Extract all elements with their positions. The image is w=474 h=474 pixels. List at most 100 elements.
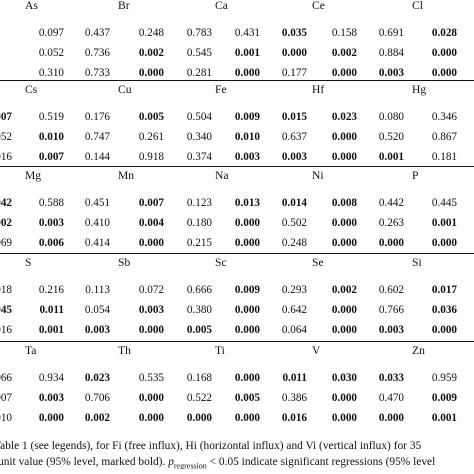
table-cell: 0.000	[431, 237, 457, 249]
table-cell: 0.000	[331, 67, 357, 79]
caption-text-b: < 0.05 indicate significant regressions …	[206, 456, 436, 468]
element-header: Sb	[118, 256, 131, 269]
table-cell: 0.000	[234, 412, 260, 424]
table-cell: 0.035	[281, 27, 307, 39]
table-cell: 0.002	[138, 47, 164, 59]
table-cell: 0.000	[331, 304, 357, 316]
table-cell: 0.013	[234, 197, 260, 209]
table-cell: 0.158	[331, 27, 357, 39]
table-cell: 0.011	[39, 304, 64, 316]
table-cell: 0.006	[38, 237, 64, 249]
table-cell: 0.504	[186, 111, 212, 123]
table-cell: 0.000	[234, 304, 260, 316]
table-cell: 0.113	[85, 284, 110, 296]
table-cell: 0.766	[378, 304, 404, 316]
table-cell: 0.080	[378, 111, 404, 123]
table-cell: 0.000	[234, 237, 260, 249]
table-cell: 0.023	[331, 111, 357, 123]
table-cell: 0.003	[378, 324, 404, 336]
table-cell: 0.522	[186, 392, 212, 404]
element-header: P	[412, 169, 419, 182]
table-cell: 0.000	[234, 217, 260, 229]
table-cell: 0.602	[378, 284, 404, 296]
table-cell: 0.000	[138, 412, 164, 424]
table-cell: 0.000	[331, 217, 357, 229]
table-cell: 0.420	[460, 196, 474, 210]
table-cell: 0.535	[138, 372, 164, 384]
table-cell: 0.340	[186, 131, 212, 143]
table-cell: 0.180	[186, 217, 212, 229]
table-cell: 0.000	[281, 47, 307, 59]
table-cell: 0.010	[234, 131, 260, 143]
table-cell: 0.445	[431, 197, 457, 209]
table-cell: 0.011	[282, 372, 307, 384]
table-cell: 0.008	[331, 197, 357, 209]
table-cell: 0.545	[186, 47, 212, 59]
table-cell: 0.005	[138, 111, 164, 123]
table-cell: 0.030	[331, 372, 357, 384]
table-cell: 0.293	[281, 284, 307, 296]
element-header: Ni	[312, 169, 324, 182]
table-cell: 0.064	[281, 324, 307, 336]
table-cell: 0.918	[138, 151, 164, 163]
table-cell: 0.000	[138, 392, 164, 404]
table-cell: 0.000	[38, 412, 64, 424]
table-cell: 0.007	[38, 151, 64, 163]
table-cell: 0.261	[138, 131, 164, 143]
table-cell: 0.484	[460, 110, 474, 124]
table-cell: 0.000	[331, 151, 357, 163]
table-cell: 0.666	[186, 284, 212, 296]
table-cell: 0.346	[431, 111, 457, 123]
table-cell: 0.470	[378, 392, 404, 404]
table-cell: 0.002	[331, 284, 357, 296]
table-cell: 0.045	[0, 304, 12, 316]
table-cell: 0.155	[460, 150, 474, 164]
table-cell: 0.023	[84, 372, 110, 384]
table-cell: 0.066	[0, 372, 12, 384]
table-cell: 0.028	[431, 27, 457, 39]
table-cell: 0.003	[84, 324, 110, 336]
table-cell: 0.642	[281, 304, 307, 316]
table-cell: 0.054	[84, 304, 110, 316]
table-cell: 0.005	[234, 392, 260, 404]
table-cell: 0.000	[378, 237, 404, 249]
table-cell: 0.867	[431, 131, 457, 143]
table-cell: 0.001	[234, 47, 260, 59]
table-cell: 0.000	[138, 67, 164, 79]
table-cell: 0.002	[0, 217, 12, 229]
element-header: Zn	[412, 344, 425, 357]
element-header: Se	[312, 256, 324, 269]
table-cell: 0.009	[234, 111, 260, 123]
element-header: Hf	[312, 83, 325, 96]
table-cell: 0.003	[38, 217, 64, 229]
table-cell: 0.000	[331, 131, 357, 143]
table-cell: 0.386	[281, 392, 307, 404]
table-cell: 0.144	[84, 151, 110, 163]
table-cell: 0.024	[460, 236, 474, 250]
element-header: Sc	[215, 256, 227, 269]
table-cell: 0.451	[84, 197, 110, 209]
table-cell: 0.263	[378, 217, 404, 229]
table-cell: 0.181	[431, 151, 457, 163]
table-cell: 0.177	[281, 67, 307, 79]
table-cell: 0.033	[378, 372, 404, 384]
table-cell: 0.018	[0, 284, 12, 296]
table-cell: 0.010	[38, 131, 64, 143]
table-cell: 0.003	[281, 151, 307, 163]
element-header: Si	[412, 256, 422, 269]
table-cell: 0.000	[234, 67, 260, 79]
table-cell: 0.072	[138, 284, 164, 296]
table-cell: 0.016	[0, 151, 12, 163]
table-cell: 0.007	[0, 392, 12, 404]
table-cell: 0.123	[186, 197, 212, 209]
table-cell: 0.414	[84, 237, 110, 249]
table-cell: 0.010	[0, 412, 12, 424]
table-caption-line-1: Table 1 (see legends), for Fi (free infl…	[0, 440, 422, 452]
table-cell: 0.466	[460, 26, 474, 40]
element-header: Cu	[118, 83, 132, 96]
table-cell: 0.001	[431, 217, 457, 229]
table-cell: 0.310	[38, 67, 64, 79]
table-cell: 0.374	[186, 151, 212, 163]
table-cell: 0.009	[431, 392, 457, 404]
caption-p-symbol: p	[168, 456, 174, 468]
